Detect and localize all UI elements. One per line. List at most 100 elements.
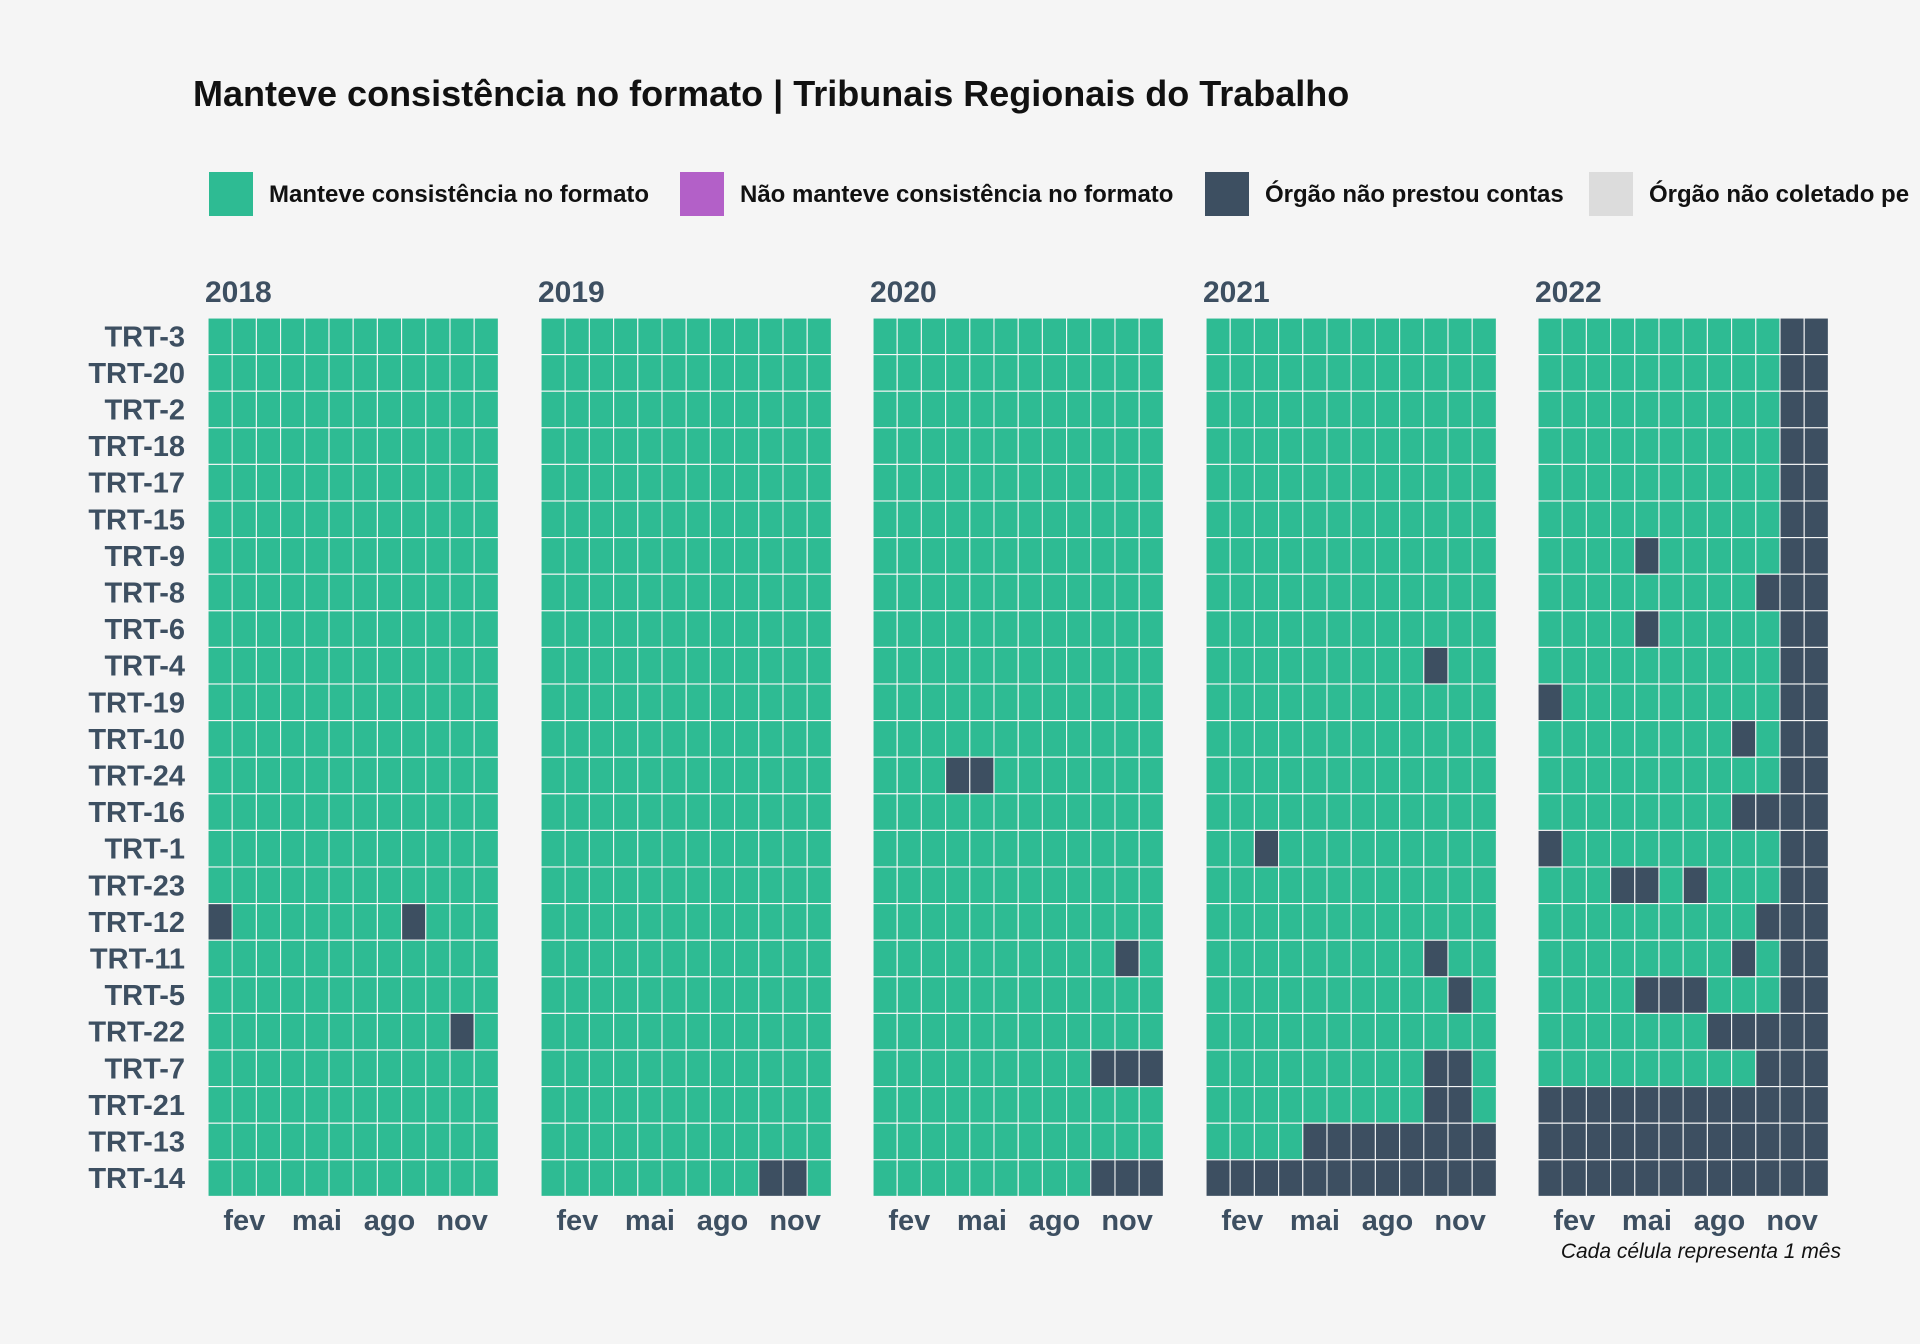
cell-2020-trt-8-m9 — [1066, 573, 1092, 612]
cell-2022-trt-5-m12 — [1803, 976, 1829, 1014]
cell-2018-trt-1-m8 — [376, 829, 403, 868]
cell-2021-trt-19-m11 — [1447, 683, 1473, 722]
cell-2019-trt-14-m5 — [637, 1159, 663, 1197]
legend-swatch-not-reported — [1205, 172, 1249, 216]
cell-2019-trt-18-m5 — [637, 427, 663, 465]
cell-2018-trt-2-m10 — [425, 390, 451, 429]
cell-2020-trt-17-m3 — [920, 463, 947, 502]
cell-2018-trt-19-m10 — [425, 683, 451, 722]
cell-2018-trt-13-m2 — [231, 1122, 257, 1161]
cell-2020-trt-19-m1 — [872, 683, 898, 722]
cell-2018-trt-3-m11 — [449, 317, 475, 356]
cell-2019-trt-20-m6 — [661, 354, 687, 392]
cell-2020-trt-2-m7 — [1017, 390, 1043, 429]
cell-2022-trt-14-m4 — [1610, 1159, 1636, 1197]
cell-2018-trt-13-m1 — [207, 1122, 233, 1161]
cell-2018-trt-5-m1 — [207, 976, 233, 1014]
cell-2018-trt-8-m7 — [352, 573, 378, 612]
cell-2019-trt-9-m3 — [588, 537, 615, 575]
cell-2022-trt-6-m10 — [1755, 610, 1781, 648]
cell-2022-trt-12-m10 — [1755, 903, 1781, 941]
cell-2018-trt-10-m12 — [473, 720, 499, 758]
cell-2020-trt-4-m5 — [969, 646, 995, 685]
cell-2018-trt-17-m9 — [401, 463, 427, 502]
cell-2021-trt-17-m10 — [1423, 463, 1449, 502]
cell-2022-trt-2-m9 — [1731, 390, 1757, 429]
cell-2019-trt-9-m7 — [685, 537, 711, 575]
cell-2022-trt-9-m10 — [1755, 537, 1781, 575]
cell-2018-trt-20-m4 — [280, 354, 306, 392]
cell-2019-trt-12-m7 — [685, 903, 711, 941]
cell-2018-trt-18-m8 — [376, 427, 403, 465]
cell-2018-trt-10-m3 — [255, 720, 282, 758]
cell-2022-trt-22-m9 — [1731, 1012, 1757, 1051]
cell-2018-trt-10-m2 — [231, 720, 257, 758]
cell-2021-trt-13-m7 — [1350, 1122, 1376, 1161]
cell-2018-trt-12-m7 — [352, 903, 378, 941]
cell-2022-trt-15-m3 — [1585, 500, 1612, 539]
cell-2022-trt-20-m3 — [1585, 354, 1612, 392]
cell-2020-trt-12-m6 — [993, 903, 1019, 941]
cell-2021-trt-22-m9 — [1399, 1012, 1425, 1051]
row-label-trt-24: TRT-24 — [88, 761, 185, 793]
cell-2019-trt-7-m10 — [758, 1049, 784, 1088]
cell-2021-trt-19-m12 — [1471, 683, 1497, 722]
cell-2018-trt-11-m7 — [352, 939, 378, 978]
cell-2018-trt-17-m2 — [231, 463, 257, 502]
cell-2022-trt-9-m9 — [1731, 537, 1757, 575]
cell-2020-trt-19-m11 — [1114, 683, 1140, 722]
legend: Manteve consistência no formato Não mant… — [209, 172, 1920, 218]
cell-2022-trt-10-m3 — [1585, 720, 1612, 758]
cell-2019-trt-16-m6 — [661, 793, 687, 831]
cell-2021-trt-6-m10 — [1423, 610, 1449, 648]
cell-2018-trt-16-m5 — [304, 793, 330, 831]
cell-2019-trt-20-m1 — [540, 354, 566, 392]
cell-2018-trt-15-m4 — [280, 500, 306, 539]
cell-2021-trt-1-m3 — [1253, 829, 1280, 868]
cell-2020-trt-1-m1 — [872, 829, 898, 868]
cell-2019-trt-9-m11 — [782, 537, 808, 575]
cell-2019-trt-6-m9 — [734, 610, 760, 648]
cell-2019-trt-5-m7 — [685, 976, 711, 1014]
cell-2021-trt-21-m8 — [1374, 1086, 1401, 1124]
cell-2022-trt-11-m4 — [1610, 939, 1636, 978]
cell-2021-trt-21-m2 — [1229, 1086, 1255, 1124]
cell-2018-trt-2-m9 — [401, 390, 427, 429]
legend-swatch-inconsistent — [680, 172, 724, 216]
cell-2020-trt-11-m9 — [1066, 939, 1092, 978]
cell-2019-trt-7-m3 — [588, 1049, 615, 1088]
cell-2021-trt-10-m2 — [1229, 720, 1255, 758]
cell-2020-trt-8-m11 — [1114, 573, 1140, 612]
x-tick-2022-ago: ago — [1694, 1205, 1746, 1237]
cell-2020-trt-22-m7 — [1017, 1012, 1043, 1051]
cell-2018-trt-20-m1 — [207, 354, 233, 392]
cell-2018-trt-19-m7 — [352, 683, 378, 722]
cell-2019-trt-16-m4 — [613, 793, 639, 831]
cell-2018-trt-16-m6 — [328, 793, 354, 831]
cell-2020-trt-11-m3 — [920, 939, 947, 978]
cell-2019-trt-3-m10 — [758, 317, 784, 356]
cell-2018-trt-21-m6 — [328, 1086, 354, 1124]
cell-2020-trt-4-m6 — [993, 646, 1019, 685]
cell-2022-trt-9-m12 — [1803, 537, 1829, 575]
cell-2019-trt-10-m9 — [734, 720, 760, 758]
cell-2022-trt-1-m1 — [1537, 829, 1563, 868]
cell-2018-trt-21-m3 — [255, 1086, 282, 1124]
cell-2021-trt-3-m10 — [1423, 317, 1449, 356]
cell-2018-trt-7-m6 — [328, 1049, 354, 1088]
cell-2022-trt-15-m10 — [1755, 500, 1781, 539]
cell-2022-trt-11-m5 — [1634, 939, 1660, 978]
cell-2018-trt-20-m10 — [425, 354, 451, 392]
x-tick-2019-fev: fev — [556, 1205, 598, 1237]
cell-2021-trt-24-m11 — [1447, 756, 1473, 795]
cell-2020-trt-12-m5 — [969, 903, 995, 941]
cell-2018-trt-3-m2 — [231, 317, 257, 356]
cell-2019-trt-15-m2 — [564, 500, 590, 539]
cell-2020-trt-14-m8 — [1041, 1159, 1068, 1197]
cell-2018-trt-17-m6 — [328, 463, 354, 502]
cell-2018-trt-2-m12 — [473, 390, 499, 429]
cell-2022-trt-13-m6 — [1658, 1122, 1684, 1161]
cell-2022-trt-6-m5 — [1634, 610, 1660, 648]
cell-2018-trt-5-m3 — [255, 976, 282, 1014]
cell-2019-trt-15-m7 — [685, 500, 711, 539]
